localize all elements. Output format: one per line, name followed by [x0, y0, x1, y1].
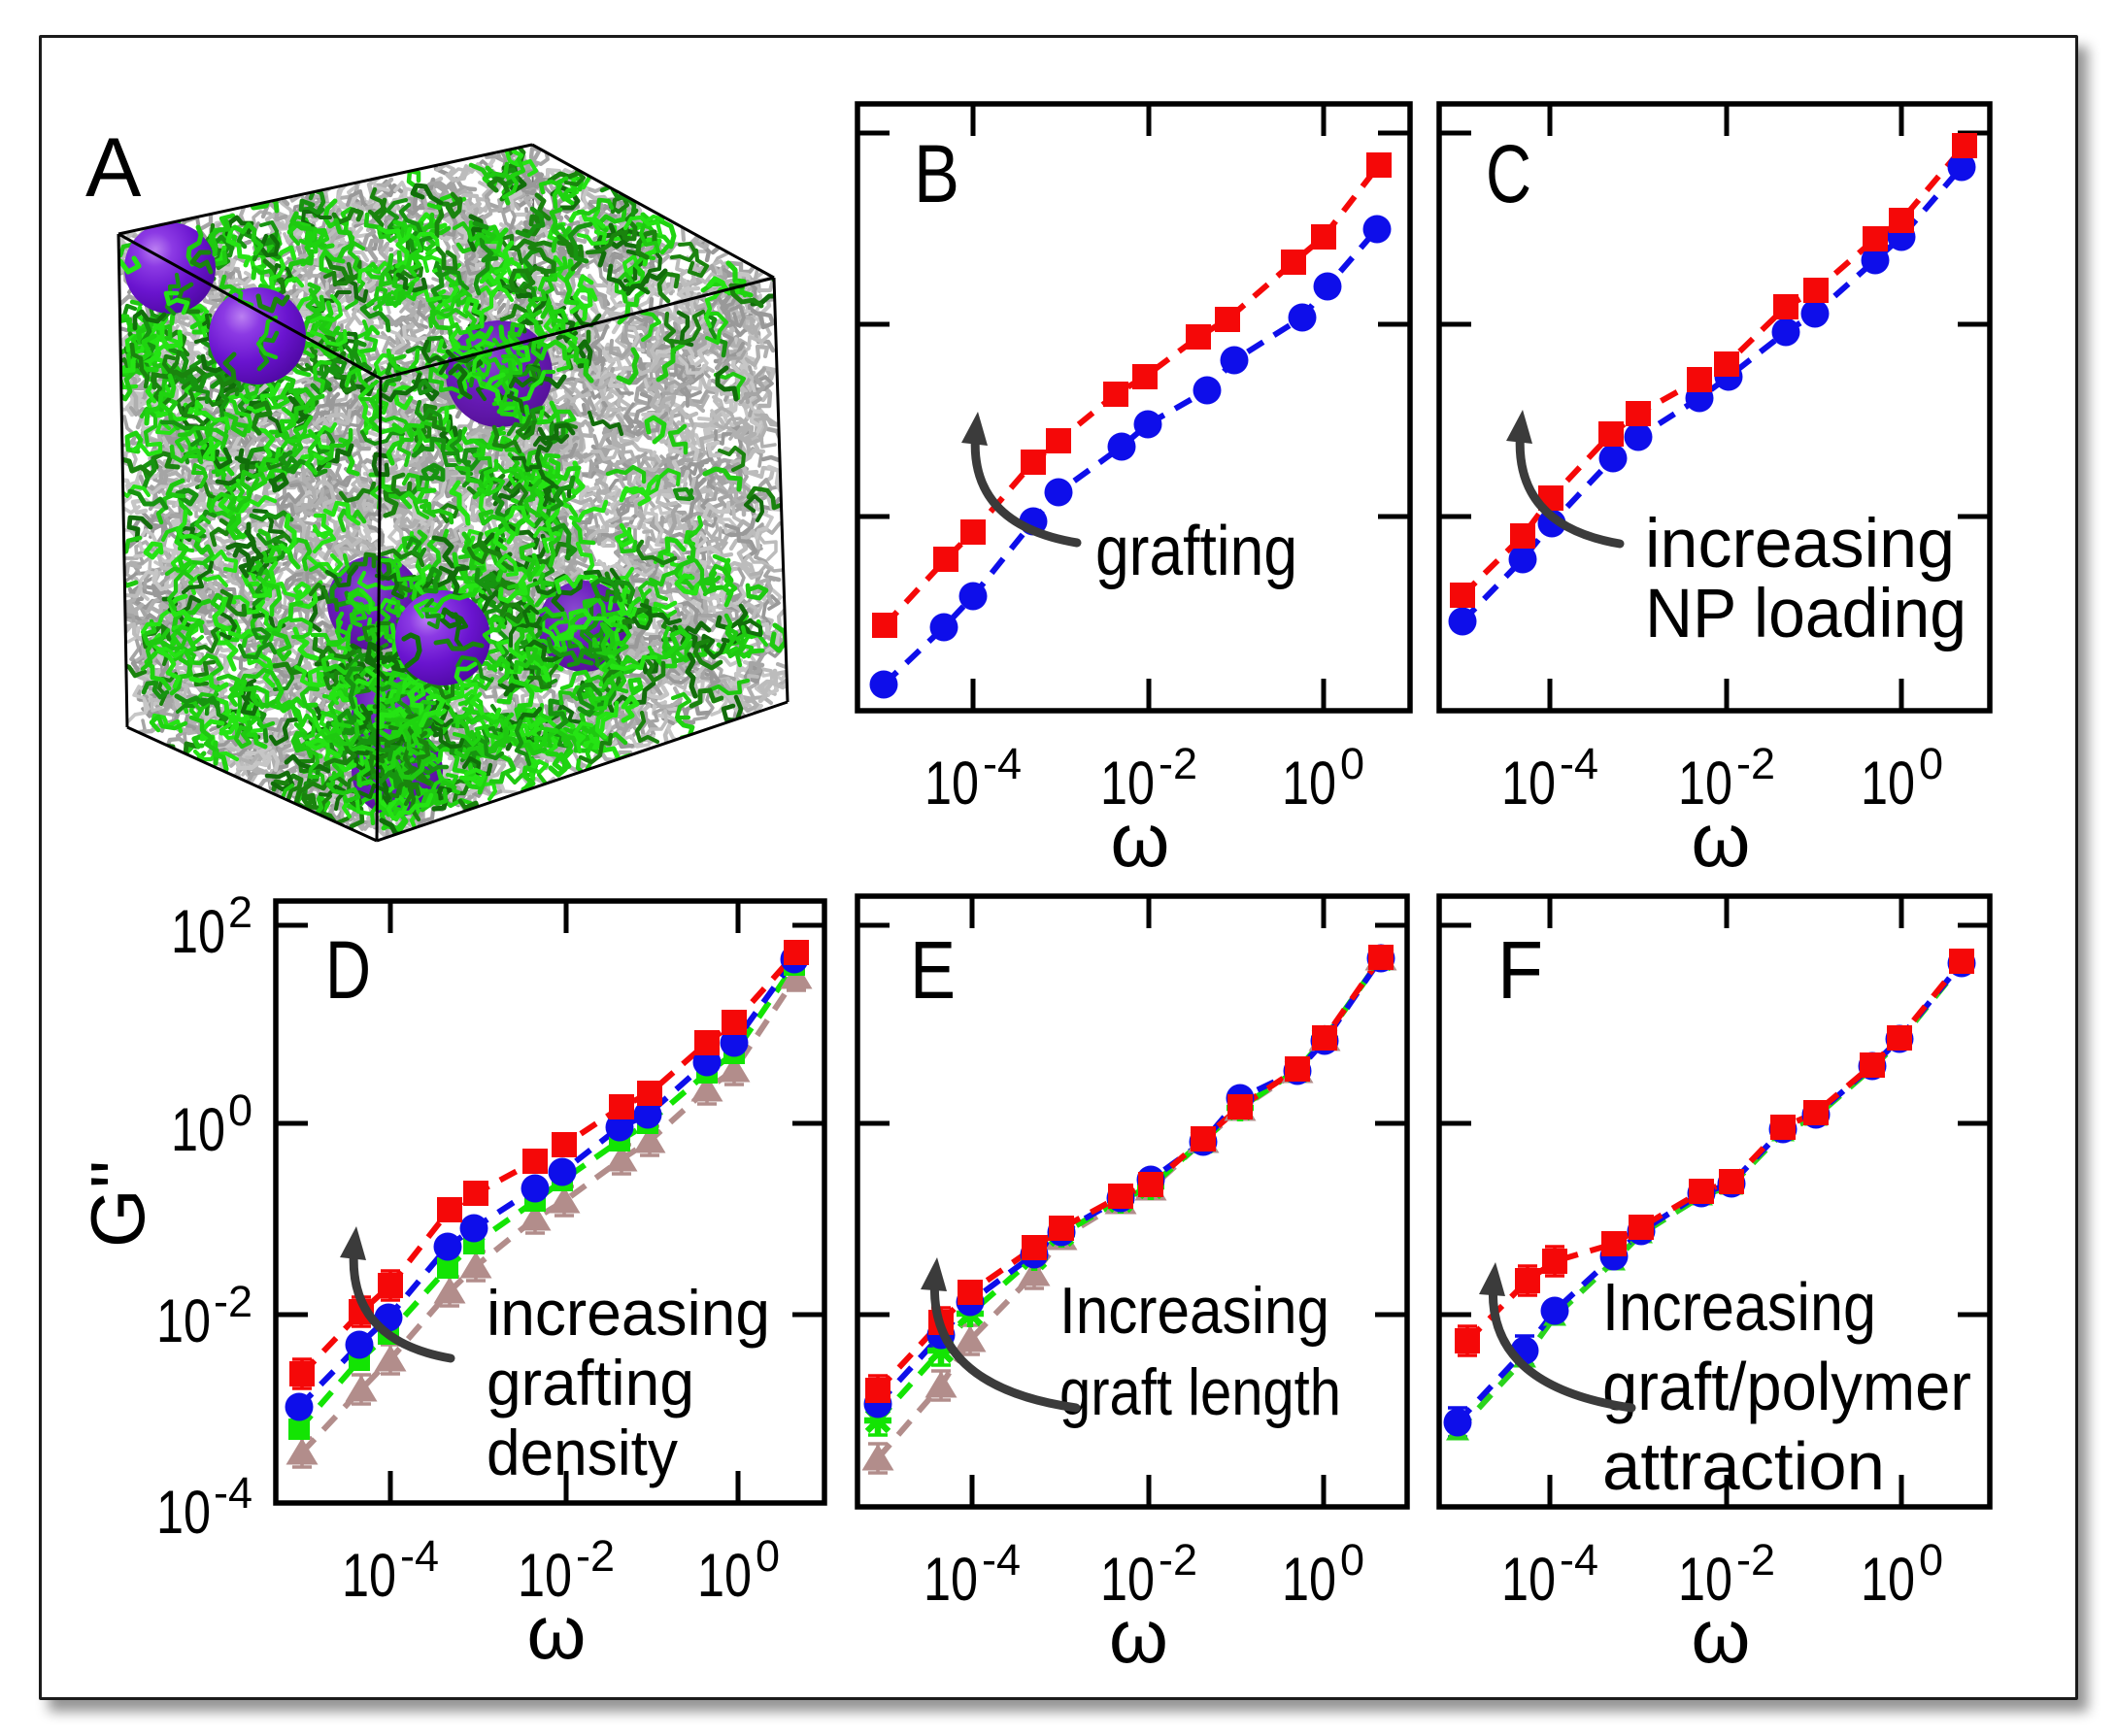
svg-text:-2: -2	[214, 1277, 252, 1326]
svg-text:ω: ω	[1111, 797, 1170, 883]
svg-text:10: 10	[1861, 1546, 1915, 1614]
svg-text:-2: -2	[1736, 739, 1775, 788]
svg-text:G'': G''	[75, 1160, 160, 1248]
svg-text:D: D	[325, 924, 371, 1016]
svg-text:grafting: grafting	[1095, 513, 1297, 590]
svg-text:ω: ω	[1109, 1593, 1168, 1679]
svg-text:0: 0	[756, 1531, 780, 1581]
svg-text:increasing: increasing	[487, 1277, 770, 1349]
svg-text:-4: -4	[214, 1468, 252, 1518]
svg-text:-2: -2	[1736, 1535, 1775, 1585]
svg-text:attraction: attraction	[1602, 1428, 1885, 1504]
svg-text:C: C	[1486, 128, 1531, 219]
svg-text:10: 10	[156, 1287, 211, 1355]
svg-text:grafting: grafting	[487, 1347, 694, 1419]
svg-text:F: F	[1497, 924, 1543, 1016]
svg-text:-4: -4	[982, 1535, 1021, 1585]
svg-text:Increasing: Increasing	[1059, 1274, 1329, 1348]
svg-text:ω: ω	[527, 1589, 587, 1675]
svg-text:10: 10	[518, 1542, 572, 1610]
svg-text:10: 10	[1100, 1546, 1155, 1614]
svg-text:10: 10	[1282, 1546, 1336, 1614]
svg-text:ω: ω	[1692, 1593, 1751, 1679]
svg-text:10: 10	[1678, 1546, 1732, 1614]
svg-text:-2: -2	[1159, 739, 1197, 788]
svg-text:Increasing: Increasing	[1602, 1269, 1876, 1345]
svg-text:10: 10	[924, 750, 979, 818]
svg-text:10: 10	[1678, 750, 1732, 818]
svg-text:10: 10	[924, 1546, 978, 1614]
svg-text:10: 10	[1282, 750, 1336, 818]
svg-text:-4: -4	[1560, 739, 1598, 788]
svg-text:-4: -4	[983, 739, 1022, 788]
svg-text:10: 10	[171, 898, 225, 966]
svg-text:E: E	[910, 924, 956, 1016]
svg-text:10: 10	[171, 1096, 225, 1164]
svg-text:graft length: graft length	[1059, 1355, 1341, 1429]
svg-text:10: 10	[1861, 750, 1915, 818]
svg-text:-4: -4	[400, 1531, 439, 1581]
svg-text:-4: -4	[1560, 1535, 1598, 1585]
svg-text:ω: ω	[1692, 797, 1751, 883]
svg-text:10: 10	[697, 1542, 752, 1610]
svg-text:A: A	[85, 121, 142, 215]
svg-text:NP loading: NP loading	[1645, 576, 1966, 652]
svg-text:10: 10	[1501, 1546, 1556, 1614]
svg-text:10: 10	[1100, 750, 1155, 818]
svg-text:10: 10	[1501, 750, 1556, 818]
svg-text:-2: -2	[576, 1531, 615, 1581]
svg-text:0: 0	[1919, 1535, 1943, 1585]
svg-text:0: 0	[1919, 739, 1943, 788]
svg-text:10: 10	[156, 1479, 211, 1547]
svg-text:0: 0	[228, 1085, 252, 1135]
svg-text:0: 0	[1340, 739, 1364, 788]
svg-text:2: 2	[228, 887, 252, 937]
svg-text:increasing: increasing	[1645, 506, 1955, 583]
svg-text:B: B	[914, 128, 959, 219]
svg-text:density: density	[487, 1417, 678, 1488]
svg-text:-2: -2	[1159, 1535, 1197, 1585]
svg-text:10: 10	[342, 1542, 396, 1610]
svg-text:graft/polymer: graft/polymer	[1602, 1349, 1971, 1424]
svg-text:0: 0	[1340, 1535, 1364, 1585]
